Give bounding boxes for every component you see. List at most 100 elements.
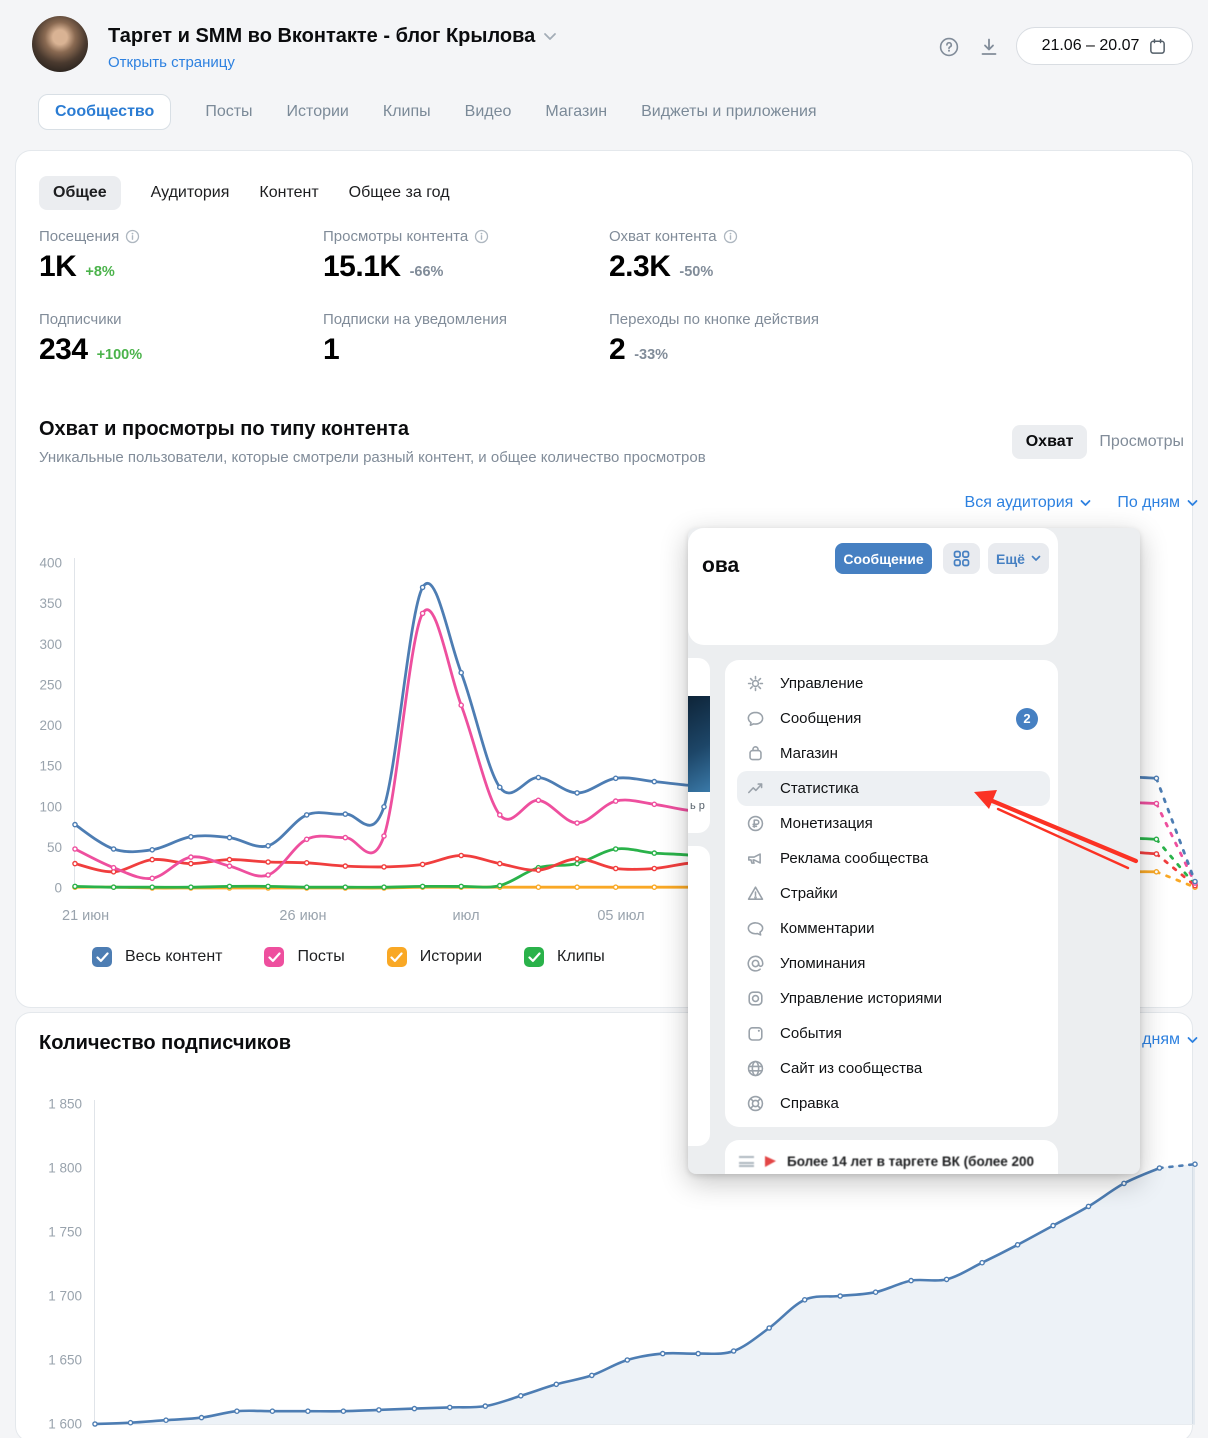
toggle-views[interactable]: Просмотры <box>1099 433 1184 450</box>
bag-icon <box>749 746 762 761</box>
tab-community[interactable]: Сообщество <box>38 94 172 130</box>
chevron-down-icon <box>1187 500 1198 506</box>
tab-clips[interactable]: Клипы <box>382 103 431 120</box>
community-menu: Управление Сообщения 2 Магазин Статистика Мон… <box>725 660 1058 1127</box>
menu-item-label: Страйки <box>780 885 838 902</box>
subtab-year-overview[interactable]: Общее за год <box>348 184 450 201</box>
menu-item-megaphone[interactable]: Реклама сообщества <box>725 841 1058 876</box>
legend-item[interactable]: Весь контент <box>92 947 222 967</box>
post-photo-fragment <box>688 696 710 792</box>
stats-grid: Посещения 1K +8% Просмотры контента 15.1K -66… <box>39 228 819 367</box>
megaphone-icon <box>747 853 761 864</box>
legend-checkbox[interactable] <box>92 947 112 967</box>
more-button[interactable]: Ещё <box>988 543 1049 574</box>
tab-market[interactable]: Магазин <box>545 103 608 120</box>
chevron-down-icon <box>1080 500 1091 506</box>
chevron-down-icon[interactable] <box>543 32 557 41</box>
ruble-icon <box>747 815 764 832</box>
text-fragment: ь р <box>690 800 705 812</box>
menu-item-chat[interactable]: Сообщения 2 <box>725 701 1058 736</box>
message-button[interactable]: Сообщение <box>835 543 932 574</box>
section-subtitle: Уникальные пользователи, которые смотрел… <box>39 449 706 466</box>
menu-item-label: Магазин <box>780 745 838 762</box>
stat-delta: +8% <box>85 264 115 280</box>
subtab-content[interactable]: Контент <box>259 184 319 201</box>
open-page-link[interactable]: Открыть страницу <box>108 54 235 71</box>
chart-filters: Вся аудитория По дням <box>965 494 1198 512</box>
menu-item-label: События <box>780 1025 842 1042</box>
download-icon[interactable] <box>978 36 1000 58</box>
info-icon[interactable] <box>474 229 489 244</box>
tab-posts[interactable]: Посты <box>205 103 253 120</box>
menu-item-warning[interactable]: Страйки <box>725 876 1058 911</box>
stat-card: Переходы по кнопке действия 2 -33% <box>609 311 819 367</box>
overview-subtabs: Общее Аудитория Контент Общее за год <box>39 176 450 210</box>
legend-item[interactable]: Посты <box>264 947 345 967</box>
help-icon <box>747 1095 764 1112</box>
stat-delta: -66% <box>409 264 444 280</box>
menu-item-at[interactable]: Упоминания <box>725 946 1058 981</box>
menu-item-stats[interactable]: Статистика <box>737 771 1050 806</box>
stat-value: 1K <box>39 250 77 283</box>
legend-checkbox[interactable] <box>386 947 407 967</box>
community-menu-popup: ова Сообщение Ещё ь р Управление Сообщени… <box>688 528 1140 1174</box>
menu-item-stories[interactable]: Управление историями <box>725 981 1058 1016</box>
period-filter[interactable]: По дням <box>1117 494 1198 512</box>
subtab-audience[interactable]: Аудитория <box>150 184 230 201</box>
pinned-post-card: Более 14 лет в таргете ВК (более 200 <box>725 1140 1058 1174</box>
apps-grid-button[interactable] <box>943 543 980 574</box>
legend-item[interactable]: Клипы <box>524 947 605 967</box>
toggle-reach[interactable]: Охват <box>1011 425 1088 459</box>
events-icon <box>748 1027 763 1041</box>
tab-stories[interactable]: Истории <box>286 103 349 120</box>
check-icon <box>527 951 541 962</box>
at-icon <box>747 955 764 972</box>
info-icon[interactable] <box>125 229 140 244</box>
menu-item-label: Сообщения <box>780 710 862 727</box>
comment-icon <box>747 922 764 936</box>
menu-item-label: Статистика <box>780 780 859 797</box>
chat-icon <box>747 711 764 727</box>
pin-list-icon <box>739 1156 754 1167</box>
stat-card: Посещения 1K +8% <box>39 228 323 284</box>
stat-label: Подписчики <box>39 311 122 328</box>
subtab-general[interactable]: Общее <box>39 176 121 210</box>
legend-label: Клипы <box>557 948 605 965</box>
stat-value: 2 <box>609 333 626 366</box>
stat-value: 234 <box>39 333 88 366</box>
community-header-card: ова Сообщение Ещё <box>688 528 1058 645</box>
legend-checkbox[interactable] <box>264 947 285 967</box>
stat-card: Подписки на уведомления 1 <box>323 311 609 367</box>
grid-icon <box>953 550 970 567</box>
paper-plane-icon <box>765 1156 776 1167</box>
tab-video[interactable]: Видео <box>464 103 512 120</box>
date-range-picker[interactable]: 21.06 – 20.07 <box>1016 27 1193 65</box>
stat-value: 15.1K <box>323 250 401 283</box>
menu-item-events[interactable]: События <box>725 1016 1058 1051</box>
menu-item-label: Сайт из сообщества <box>780 1060 923 1077</box>
menu-item-globe[interactable]: Сайт из сообщества <box>725 1051 1058 1086</box>
stat-label: Подписки на уведомления <box>323 311 508 328</box>
help-icon[interactable] <box>938 36 960 58</box>
stat-card: Подписчики 234 +100% <box>39 311 323 367</box>
pinned-post-text: Более 14 лет в таргете ВК (более 200 <box>787 1154 1035 1169</box>
menu-item-gear[interactable]: Управление <box>725 666 1058 701</box>
warning-icon <box>747 886 764 900</box>
legend-item[interactable]: Истории <box>386 947 483 967</box>
menu-item-comment[interactable]: Комментарии <box>725 911 1058 946</box>
info-icon[interactable] <box>723 229 738 244</box>
subscribers-title: Количество подписчиков <box>39 1032 291 1054</box>
audience-filter[interactable]: Вся аудитория <box>965 494 1092 512</box>
menu-item-label: Упоминания <box>780 955 866 972</box>
menu-item-label: Комментарии <box>780 920 875 937</box>
stat-card: Просмотры контента 15.1K -66% <box>323 228 609 284</box>
menu-item-bag[interactable]: Магазин <box>725 736 1058 771</box>
stat-value: 2.3K <box>609 250 671 283</box>
menu-item-ruble[interactable]: Монетизация <box>725 806 1058 841</box>
tab-widgets[interactable]: Виджеты и приложения <box>641 103 817 120</box>
legend-label: Истории <box>419 948 483 965</box>
legend-checkbox[interactable] <box>524 947 545 967</box>
community-avatar[interactable] <box>32 16 88 72</box>
menu-item-label: Монетизация <box>780 815 873 832</box>
menu-item-help[interactable]: Справка <box>725 1086 1058 1121</box>
